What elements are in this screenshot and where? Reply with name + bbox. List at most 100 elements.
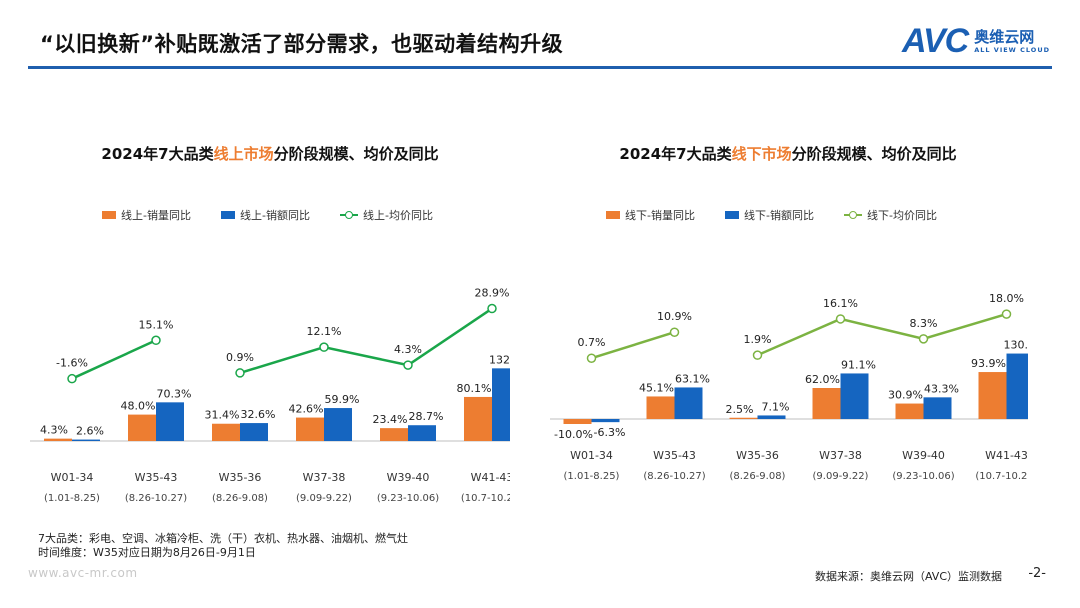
data-source: 数据来源：奥维云网（AVC）监测数据 (814, 570, 1002, 583)
data-label: 31.4% (205, 409, 240, 422)
legend-item-online-volume: 线上-销量同比 (102, 207, 191, 223)
data-label: 63.1% (675, 372, 710, 385)
line-point (235, 368, 245, 378)
legend-swatch (102, 211, 116, 219)
data-label: 23.4% (373, 413, 408, 426)
page-title: “以旧换新”补贴既激活了部分需求，也驱动着结构升级 (40, 32, 564, 56)
legend-item-offline-price: 线下-均价同比 (843, 207, 937, 223)
tick-label: W37-38 (303, 471, 346, 484)
bar (978, 372, 1007, 419)
tick-label: W39-40 (902, 449, 945, 462)
tick-sublabel: (8.26-10.27) (125, 493, 187, 504)
data-label: -6.3% (594, 426, 626, 439)
line-point (835, 314, 846, 324)
line-label: 10.9% (657, 310, 692, 323)
bar (44, 438, 72, 441)
tick-label: W41-43 (471, 471, 510, 484)
bar (563, 419, 592, 424)
line-point (403, 360, 413, 370)
header-divider (28, 66, 1052, 69)
bar (840, 373, 869, 419)
tick-label: W35-36 (219, 471, 262, 484)
tick-label: W37-38 (819, 449, 862, 462)
legend-label: 线下-均价同比 (866, 209, 937, 222)
data-label: 130.9% (1004, 339, 1028, 352)
bar (240, 423, 268, 441)
data-label: 43.3% (924, 382, 959, 395)
bar (646, 396, 675, 419)
tick-sublabel: (9.09-9.22) (813, 471, 869, 482)
online-chart-panel: 2024年7大品类线上市场分阶段规模、均价及同比 线上-销量同比 线上-销额同比… (30, 135, 510, 515)
line-label: -1.6% (56, 357, 88, 370)
tick-label: W01-34 (570, 449, 613, 462)
page-number: -2- (1028, 566, 1046, 581)
tick-label: W01-34 (51, 471, 94, 484)
bar (591, 419, 620, 423)
tick-sublabel: (10.7-10.27) (461, 493, 510, 504)
bar (380, 428, 408, 441)
line-point (151, 335, 161, 346)
bar (72, 439, 100, 441)
line-label: 28.9% (475, 287, 510, 300)
bar (128, 414, 156, 441)
legend-label: 线上-均价同比 (362, 209, 433, 222)
tick-sublabel: (8.26-9.08) (212, 493, 268, 504)
line-label: 4.3% (394, 343, 422, 356)
offline-title-suffix: 分阶段规模、均价及同比 (791, 145, 957, 163)
line-point (487, 303, 497, 314)
tick-sublabel: (8.26-10.27) (643, 471, 705, 482)
tick-label: W35-43 (653, 449, 696, 462)
data-label: 70.3% (157, 387, 192, 400)
bar (812, 388, 841, 419)
line-segment (71, 339, 157, 380)
line-point (669, 327, 680, 337)
bar (324, 408, 352, 441)
legend-swatch (220, 211, 235, 219)
bar (757, 415, 786, 419)
logo-cn: 奥维云网 (974, 27, 1035, 46)
footnote-time-dimension: 时间维度：W35对应日期为8月26日-9月1日 (38, 546, 256, 559)
bar (729, 417, 758, 419)
data-label: 59.9% (325, 393, 360, 406)
tick-sublabel: (9.23-10.06) (377, 493, 439, 504)
tick-sublabel: (9.23-10.06) (892, 471, 954, 482)
tick-sublabel: (8.26-9.08) (730, 471, 786, 482)
online-legend: 线上-销量同比 线上-销额同比 线上-均价同比 (102, 207, 433, 223)
legend-line-marker (339, 210, 358, 220)
line-label: 8.3% (910, 317, 938, 330)
line-label: 12.1% (307, 325, 342, 338)
line-point (752, 350, 763, 360)
line-point (67, 373, 77, 384)
online-chart-title: 2024年7大品类线上市场分阶段规模、均价及同比 (30, 143, 510, 164)
line-label: 15.1% (139, 318, 174, 331)
tick-label: W35-36 (736, 449, 779, 462)
data-label: 2.5% (726, 403, 754, 416)
logo-en: ALL VIEW CLOUD (974, 45, 1050, 54)
offline-plot: -10.0% -6.3% W01-34 (1.01-8.25) 45.1%63.1% W3… (550, 292, 1028, 482)
bar (296, 417, 324, 441)
data-label: 91.1% (841, 358, 876, 371)
online-plot: 4.3% 2.6% W01-34 (1.01-8.25) 48.0%70.3% W35-4… (30, 287, 510, 504)
bar (674, 387, 703, 419)
tick-sublabel: (1.01-8.25) (564, 471, 620, 482)
tick-sublabel: (1.01-8.25) (44, 493, 100, 504)
bar (895, 403, 924, 419)
offline-chart-panel: 2024年7大品类线下市场分阶段规模、均价及同比 线下-销量同比 线下-销额同比… (548, 135, 1028, 515)
data-label: 45.1% (639, 381, 674, 394)
footnote-categories: 7大品类：彩电、空调、冰箱冷柜、洗（干）衣机、热水器、油烟机、燃气灶 (38, 532, 408, 545)
tick-label: W35-43 (135, 471, 178, 484)
legend-item-offline-volume: 线下-销量同比 (606, 207, 695, 223)
data-label: 80.1% (457, 382, 492, 395)
data-label: 30.9% (888, 389, 923, 402)
bar (212, 423, 240, 441)
bar (156, 402, 184, 441)
tick-sublabel: (10.7-10.27) (975, 471, 1028, 482)
bar (1006, 353, 1028, 419)
legend-line-marker (843, 210, 862, 220)
line-segment (239, 307, 493, 375)
line-point (319, 342, 329, 352)
footnote: 7大品类：彩电、空调、冰箱冷柜、洗（干）衣机、热水器、油烟机、燃气灶 时间维度：… (38, 532, 408, 560)
data-label: 93.9% (971, 357, 1006, 370)
data-label: 32.6% (241, 408, 276, 421)
legend-swatch (606, 211, 620, 219)
